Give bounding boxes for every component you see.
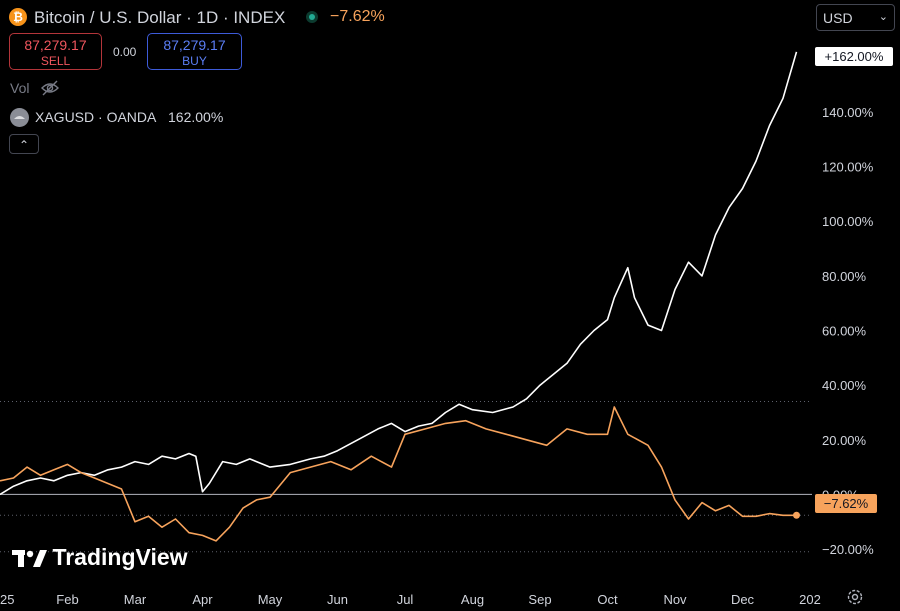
chevron-down-icon: ⌄: [878, 11, 888, 23]
x-axis-tick-label: Jul: [397, 592, 414, 607]
volume-label: Vol: [10, 80, 30, 96]
x-axis-tick-label: Aug: [461, 592, 484, 607]
x-axis-tick-label: Jun: [327, 592, 348, 607]
collapse-legend-button[interactable]: ⌃: [9, 134, 39, 154]
buy-button[interactable]: 87,279.17 BUY: [147, 33, 242, 70]
sell-button[interactable]: 87,279.17 SELL: [9, 33, 102, 70]
silver-symbol-icon: [10, 108, 29, 127]
tradingview-wordmark: TradingView: [52, 544, 188, 570]
y-axis-tick-label: 140.00%: [822, 105, 874, 120]
bitcoin-icon: ₿: [9, 8, 27, 26]
x-axis-tick-label: May: [258, 592, 283, 607]
settings-icon[interactable]: [846, 588, 864, 611]
bitcoin-last-value-badge: −7.62%: [815, 494, 877, 513]
tradingview-logo[interactable]: TradingView: [12, 544, 188, 571]
silver-series-line[interactable]: [0, 51, 798, 496]
x-axis-tick-label: Apr: [192, 592, 213, 607]
compare-symbol-label[interactable]: XAGUSD · OANDA: [35, 109, 157, 125]
symbol-title[interactable]: Bitcoin / U.S. Dollar · 1D · INDEX: [34, 8, 286, 27]
y-axis-tick-label: 40.00%: [822, 378, 867, 393]
y-axis-tick-label: 60.00%: [822, 324, 867, 339]
tradingview-logo-icon: [12, 549, 47, 567]
x-axis-tick-label: Oct: [597, 592, 618, 607]
currency-value: USD: [823, 10, 853, 26]
change-percent: −7.62%: [330, 8, 385, 25]
silver-last-value-badge: +162.00%: [815, 47, 893, 66]
sell-price: 87,279.17: [24, 37, 87, 53]
y-axis-tick-label: −20.00%: [822, 542, 874, 557]
y-axis-tick-label: 100.00%: [822, 214, 874, 229]
y-axis-tick-label: 80.00%: [822, 269, 867, 284]
x-axis-tick-label: Dec: [731, 592, 755, 607]
x-axis-tick-label: 202: [799, 592, 821, 607]
market-status-dot: [306, 11, 318, 23]
eye-hidden-icon[interactable]: [40, 80, 60, 101]
y-axis-tick-label: 20.00%: [822, 433, 867, 448]
x-axis-tick-label: Mar: [124, 592, 147, 607]
x-axis-tick-label: Feb: [56, 592, 78, 607]
spread-value: 0.00: [113, 45, 137, 59]
sell-label: SELL: [40, 54, 71, 68]
bitcoin-series-line[interactable]: [0, 406, 797, 542]
buy-label: BUY: [182, 54, 207, 68]
currency-select[interactable]: USD ⌄: [816, 4, 895, 31]
buy-price: 87,279.17: [163, 37, 226, 53]
compare-symbol-value: 162.00%: [168, 109, 224, 125]
y-axis-tick-label: 120.00%: [822, 160, 874, 175]
x-axis-tick-label: Nov: [663, 592, 687, 607]
x-axis-tick-label: 25: [0, 592, 14, 607]
x-axis-tick-label: Sep: [528, 592, 551, 607]
bitcoin-last-point: [793, 511, 800, 519]
